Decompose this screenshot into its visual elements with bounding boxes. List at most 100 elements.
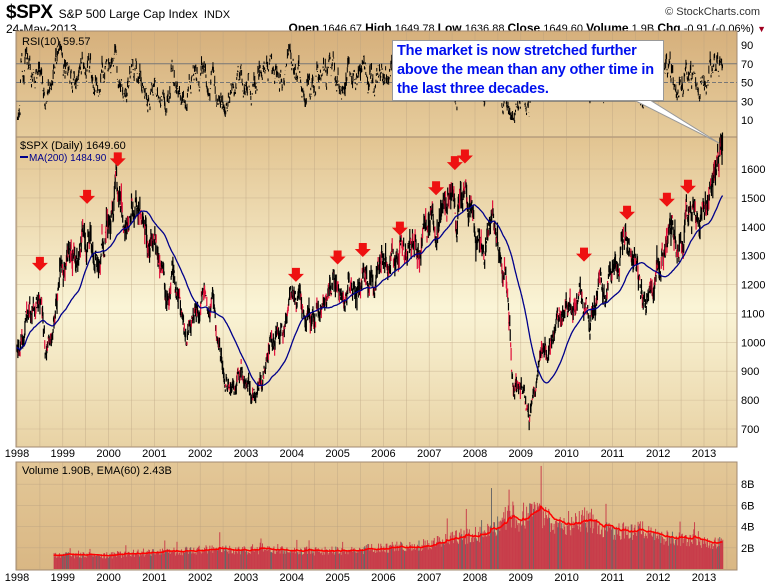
volume-bar	[81, 554, 83, 569]
volume-bar	[511, 514, 513, 569]
volume-bar	[462, 538, 464, 569]
year-tick-label: 2001	[142, 572, 166, 584]
volume-bar	[550, 523, 552, 569]
volume-bar	[664, 539, 666, 569]
year-tick-label: 1999	[51, 572, 75, 584]
volume-bar	[167, 549, 169, 569]
volume-bar	[143, 556, 145, 569]
volume-bar	[58, 554, 60, 569]
volume-bar	[221, 552, 223, 569]
volume-bar	[87, 554, 89, 569]
volume-bar	[263, 546, 265, 569]
volume-bar	[426, 540, 428, 569]
volume-bar	[481, 536, 483, 569]
volume-bar	[678, 537, 679, 569]
volume-bar	[541, 508, 543, 569]
down-arrow-icon	[658, 192, 675, 207]
volume-bar	[400, 542, 402, 569]
price-tick-label: 1400	[741, 222, 765, 234]
volume-bar	[394, 551, 396, 569]
volume-bar	[314, 547, 316, 569]
price-tick-label: 1500	[741, 193, 765, 205]
volume-bar	[342, 541, 344, 569]
volume-bar	[598, 523, 600, 569]
volume-bar	[68, 552, 70, 569]
volume-bar	[249, 553, 251, 569]
year-tick-label: 2013	[692, 448, 716, 460]
volume-bar	[658, 538, 660, 569]
volume-bar	[156, 551, 158, 569]
volume-bar	[132, 553, 134, 569]
volume-bar	[626, 534, 628, 569]
volume-bar	[257, 549, 259, 569]
volume-bar	[82, 552, 84, 569]
volume-bar	[721, 541, 723, 569]
volume-bar	[545, 507, 547, 569]
volume-bar	[195, 554, 197, 569]
volume-bar	[473, 535, 475, 569]
volume-bar	[323, 554, 325, 569]
volume-bar	[165, 551, 167, 569]
volume-bar	[687, 542, 689, 569]
volume-bar	[100, 557, 102, 569]
volume-bar	[60, 554, 62, 569]
volume-bar	[255, 549, 257, 569]
volume-bar	[204, 550, 206, 569]
year-tick-label: 2010	[554, 572, 578, 584]
volume-bar	[709, 540, 711, 569]
volume-bar	[445, 539, 447, 569]
volume-bar	[154, 554, 156, 569]
volume-bar	[455, 530, 457, 569]
volume-bar	[197, 547, 199, 569]
volume-bar	[334, 552, 336, 569]
volume-bar	[517, 523, 519, 569]
volume-bar	[129, 553, 131, 569]
volume-bar	[321, 548, 323, 569]
volume-bar	[140, 555, 142, 569]
volume-bar	[299, 554, 301, 569]
volume-bar	[451, 540, 453, 569]
volume-bar	[301, 555, 303, 569]
price-tick-label: 1600	[741, 164, 765, 176]
volume-bar	[187, 553, 189, 569]
volume-bar	[694, 522, 696, 569]
volume-bar	[575, 516, 577, 569]
volume-bar	[500, 521, 502, 569]
volume-bar	[272, 549, 274, 569]
volume-bar	[302, 554, 304, 569]
volume-bar	[88, 552, 90, 569]
volume-bar	[595, 519, 597, 569]
volume-bar	[304, 547, 305, 569]
volume-bar	[340, 554, 342, 569]
rsi-tick-label: 90	[741, 40, 753, 52]
volume-bar	[150, 556, 152, 569]
volume-bar	[475, 526, 476, 569]
volume-bar	[135, 553, 137, 569]
year-tick-label: 2010	[554, 448, 578, 460]
volume-bar	[500, 520, 502, 569]
copyright[interactable]: © StockCharts.com	[665, 6, 760, 18]
volume-bar	[246, 550, 247, 569]
volume-bar	[417, 550, 419, 569]
volume-bar	[116, 551, 118, 569]
price-tick-label: 900	[741, 366, 759, 378]
volume-bar	[650, 527, 652, 569]
volume-bar	[436, 542, 438, 569]
volume-bar	[692, 534, 694, 569]
volume-bar	[390, 544, 392, 569]
volume-bar	[377, 548, 379, 569]
volume-bar	[385, 543, 387, 569]
volume-bar	[681, 533, 683, 569]
volume-bar	[262, 551, 264, 569]
volume-bar	[497, 527, 499, 569]
volume-bar	[606, 522, 608, 569]
volume-bar	[717, 538, 719, 569]
volume-bar	[539, 506, 541, 569]
volume-bar	[612, 527, 614, 569]
year-tick-label: 2005	[325, 448, 349, 460]
volume-bar	[487, 523, 489, 569]
volume-bar	[625, 526, 627, 569]
volume-bar	[152, 549, 154, 569]
volume-bar	[375, 553, 376, 569]
volume-bar	[565, 534, 567, 569]
